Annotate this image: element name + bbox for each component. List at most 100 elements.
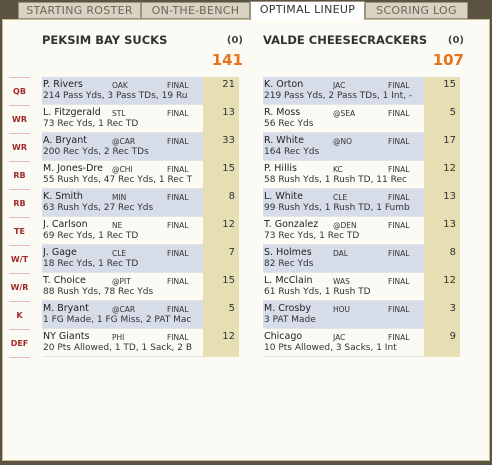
player-stats: 20 Pts Allowed, 1 TD, 1 Sack, 2 B (43, 343, 193, 353)
position-label: TE (9, 217, 30, 246)
game-status: FINAL (167, 333, 189, 342)
player-row (42, 301, 203, 329)
player-name: Chicago (264, 331, 303, 342)
player-row (263, 77, 424, 105)
player-stats: 55 Rush Yds, 47 Rec Yds, 1 Rec T (43, 175, 193, 185)
game-status: FINAL (388, 221, 410, 230)
player-points: 33 (203, 133, 239, 161)
game-status: FINAL (388, 333, 410, 342)
player-row (263, 161, 424, 189)
player-stats: 82 Rec Yds (264, 259, 314, 269)
opponent: HOU (333, 305, 351, 314)
opponent: @NO (333, 137, 353, 146)
game-status: FINAL (167, 277, 189, 286)
game-status: FINAL (167, 165, 189, 174)
game-status: FINAL (388, 249, 410, 258)
player-stats: 164 Rec Yds (264, 147, 320, 157)
player-stats: 99 Rush Yds, 1 Rush TD, 1 Fumb (264, 203, 410, 213)
opponent: @CHI (112, 165, 133, 174)
player-name: R. Moss (264, 107, 301, 118)
position-divider (9, 357, 30, 358)
game-status: FINAL (388, 193, 410, 202)
opponent: OAK (112, 81, 128, 90)
player-points: 17 (424, 133, 460, 161)
position-label: RB (9, 161, 30, 190)
player-row (42, 273, 203, 301)
player-stats: 61 Rush Yds, 1 Rush TD (264, 287, 371, 297)
game-status: FINAL (167, 137, 189, 146)
player-name: T. Choice (43, 275, 86, 286)
game-status: FINAL (388, 109, 410, 118)
player-stats: 219 Pass Yds, 2 Pass TDs, 1 Int, - (264, 91, 413, 101)
game-status: FINAL (388, 305, 410, 314)
player-stats: 10 Pts Allowed, 3 Sacks, 1 Int (264, 343, 397, 353)
tab[interactable]: STARTING ROSTER (18, 2, 141, 19)
player-points: 15 (203, 161, 239, 189)
player-name: NY Giants (43, 331, 90, 342)
opponent: @DEN (333, 221, 357, 230)
player-row (42, 133, 203, 161)
tab[interactable]: SCORING LOG (365, 2, 468, 19)
player-stats: 1 FG Made, 1 FG Miss, 2 PAT Mac (43, 315, 192, 325)
player-name: M. Bryant (43, 303, 89, 314)
game-status: FINAL (167, 249, 189, 258)
player-row (263, 133, 424, 161)
position-label: RB (9, 189, 30, 218)
game-status: FINAL (167, 109, 189, 118)
player-name: L. Fitzgerald (43, 107, 101, 118)
player-stats: 214 Pass Yds, 3 Pass TDs, 19 Ru (43, 91, 188, 101)
player-name: S. Holmes (264, 247, 312, 258)
player-row (263, 217, 424, 245)
team-total: 107 (432, 51, 464, 69)
player-points: 12 (203, 329, 239, 357)
position-label: DEF (9, 329, 30, 358)
opponent: STL (112, 109, 126, 118)
player-name: L. McClain (264, 275, 313, 286)
player-points: 9 (424, 329, 460, 357)
player-row (42, 217, 203, 245)
team-name: PEKSIM BAY SUCKS (42, 33, 168, 47)
opponent: MIN (112, 193, 127, 202)
player-name: R. White (264, 135, 304, 146)
player-row (42, 329, 203, 357)
opponent: JAC (333, 333, 346, 342)
tab[interactable]: OPTIMAL LINEUP (250, 1, 365, 20)
player-stats: 73 Rec Yds, 1 Rec TD (264, 231, 360, 241)
opponent: WAS (333, 277, 350, 286)
player-stats: 3 PAT Made (264, 315, 316, 325)
player-points: 7 (203, 245, 239, 273)
position-label: QB (9, 77, 30, 106)
team-record: (0) (447, 35, 464, 46)
player-points: 21 (203, 77, 239, 105)
opponent: JAC (333, 81, 346, 90)
player-points: 15 (203, 273, 239, 301)
team-record: (0) (226, 35, 243, 46)
tab[interactable]: ON-THE-BENCH (141, 2, 250, 19)
player-row (263, 105, 424, 133)
opponent: @CAR (112, 137, 136, 146)
player-name: M. Jones-Dre (43, 163, 103, 174)
player-points: 12 (424, 273, 460, 301)
player-points: 12 (424, 161, 460, 189)
opponent: NE (112, 221, 123, 230)
opponent: @PIT (112, 277, 131, 286)
game-status: FINAL (388, 277, 410, 286)
player-row (263, 189, 424, 217)
player-stats: 18 Rec Yds, 1 Rec TD (43, 259, 139, 269)
player-points: 8 (424, 245, 460, 273)
player-name: M. Crosby (264, 303, 311, 314)
game-status: FINAL (167, 193, 189, 202)
game-status: FINAL (388, 81, 410, 90)
player-row (42, 105, 203, 133)
player-points: 8 (203, 189, 239, 217)
opponent: CLE (112, 249, 127, 258)
player-stats: 200 Rec Yds, 2 Rec TDs (43, 147, 149, 157)
player-row (42, 77, 203, 105)
player-row (263, 245, 424, 273)
game-status: FINAL (167, 221, 189, 230)
player-points: 13 (203, 105, 239, 133)
game-status: FINAL (388, 137, 410, 146)
position-label: WR (9, 105, 30, 134)
position-label: W/R (9, 273, 30, 302)
